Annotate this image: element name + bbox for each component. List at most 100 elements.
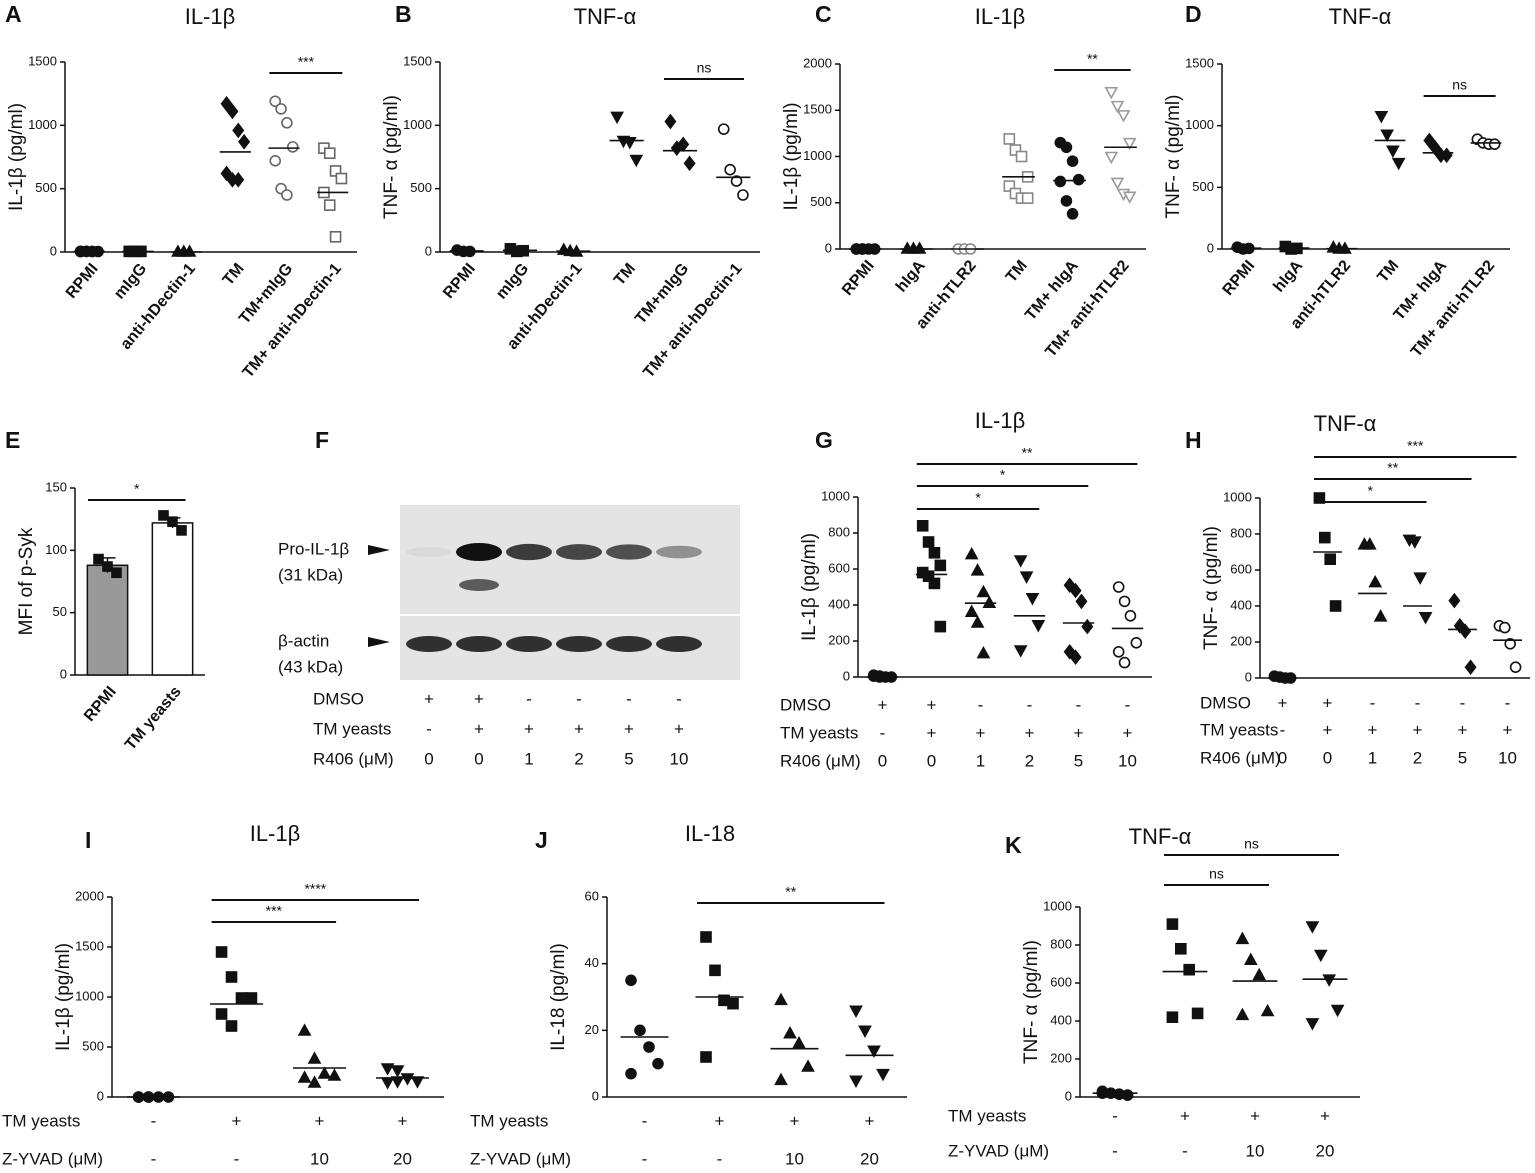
condition-value: +: [398, 1111, 408, 1130]
panel-title: IL-1β: [250, 821, 301, 846]
significance-label: ns: [1452, 77, 1467, 93]
condition-value: 0: [878, 751, 887, 770]
data-point: [232, 171, 245, 188]
condition-value: -: [151, 1149, 157, 1168]
data-point: [1322, 974, 1337, 987]
data-point: [1330, 1004, 1345, 1018]
y-axis-label: TNF- α (pg/ml): [1201, 526, 1222, 650]
data-point: [683, 155, 696, 172]
data-point: [774, 1072, 788, 1086]
condition-label: DMSO: [780, 695, 831, 714]
condition-value: -: [717, 1149, 723, 1168]
condition-value: +: [1123, 723, 1133, 742]
y-tick-label: 150: [45, 479, 67, 494]
y-tick-label: 1500: [403, 53, 432, 68]
band-size: (31 kDa): [278, 565, 343, 584]
panel-title: IL-1β: [975, 4, 1026, 29]
condition-value: 0: [474, 749, 483, 768]
condition-value: -: [1415, 693, 1421, 712]
condition-value: +: [927, 723, 937, 742]
data-point: [1013, 555, 1028, 568]
data-point: [226, 103, 239, 120]
condition-value: +: [474, 689, 484, 708]
y-tick-label: 800: [1230, 525, 1252, 540]
data-point: [849, 1075, 863, 1088]
significance-label: **: [1022, 445, 1033, 461]
data-point: [1003, 133, 1016, 145]
y-axis-label: IL-1β (pg/ml): [781, 102, 802, 210]
data-point: [1066, 155, 1079, 167]
data-point: [1509, 661, 1522, 674]
data-point: [737, 189, 749, 201]
blot-band: [406, 547, 452, 557]
data-point: [1329, 600, 1342, 612]
data-point: [167, 516, 178, 527]
data-point: [1260, 1003, 1275, 1017]
y-axis-label: TNF- α (pg/ml): [1163, 95, 1184, 219]
condition-value: -: [1125, 695, 1131, 714]
condition-label: TM yeasts: [470, 1111, 548, 1130]
condition-value: +: [1323, 693, 1333, 712]
data-point: [1166, 1011, 1179, 1024]
data-point: [1130, 636, 1143, 649]
y-tick-label: 800: [1050, 936, 1072, 951]
data-point: [1015, 150, 1028, 163]
data-point: [232, 122, 245, 139]
condition-value: -: [1505, 693, 1511, 712]
condition-value: -: [1460, 693, 1466, 712]
condition-value: +: [715, 1111, 725, 1130]
data-point: [281, 117, 293, 129]
significance-label: *: [975, 490, 981, 506]
x-tick-label: TM+ anti-hTLR2: [1408, 257, 1499, 360]
data-point: [783, 1026, 797, 1039]
data-point: [297, 1023, 312, 1036]
x-tick-label: hIgA: [893, 257, 929, 296]
data-point: [916, 519, 929, 532]
panel-title: TNF-α: [1129, 824, 1192, 849]
data-point: [317, 1066, 332, 1079]
data-point: [1013, 645, 1028, 658]
condition-value: -: [234, 1149, 240, 1168]
y-tick-label: 1000: [1185, 117, 1214, 132]
data-point: [964, 546, 979, 560]
condition-value: -: [526, 689, 532, 708]
data-point: [970, 563, 985, 576]
condition-value: -: [880, 723, 886, 742]
panel-letter: G: [815, 427, 833, 453]
data-point: [215, 946, 228, 958]
data-point: [158, 510, 169, 521]
data-point: [664, 113, 677, 130]
x-tick-label: TM: [1374, 257, 1402, 286]
condition-label: R406 (μM): [780, 751, 861, 770]
y-tick-label: 100: [45, 542, 67, 557]
condition-value: 10: [1246, 1141, 1265, 1160]
data-point: [700, 1051, 712, 1063]
data-point: [1362, 537, 1377, 550]
condition-value: +: [865, 1111, 875, 1130]
data-point: [1025, 592, 1040, 606]
condition-label: TM yeasts: [313, 719, 391, 738]
condition-value: 1: [1368, 748, 1377, 767]
condition-value: +: [927, 695, 937, 714]
condition-value: +: [474, 719, 484, 738]
data-point: [1319, 531, 1331, 544]
blot-band: [556, 544, 602, 560]
y-tick-label: 0: [50, 243, 57, 258]
data-point: [238, 133, 251, 150]
y-tick-label: 600: [828, 560, 850, 575]
condition-value: 10: [1498, 748, 1517, 767]
data-point: [380, 1077, 395, 1090]
significance-label: ns: [1244, 836, 1259, 852]
condition-value: +: [976, 723, 986, 742]
panel-letter: E: [5, 427, 20, 453]
condition-value: 1: [976, 751, 985, 770]
data-point: [1072, 173, 1085, 186]
x-tick-label: RPMI: [63, 260, 102, 302]
data-point: [1488, 138, 1501, 150]
condition-value: +: [315, 1111, 325, 1130]
y-tick-label: 0: [1245, 669, 1252, 684]
data-point: [1066, 208, 1079, 220]
panel-letter: A: [5, 1, 22, 27]
x-tick-label: TM: [611, 260, 639, 289]
y-axis-label: IL-1β (pg/ml): [799, 533, 820, 641]
